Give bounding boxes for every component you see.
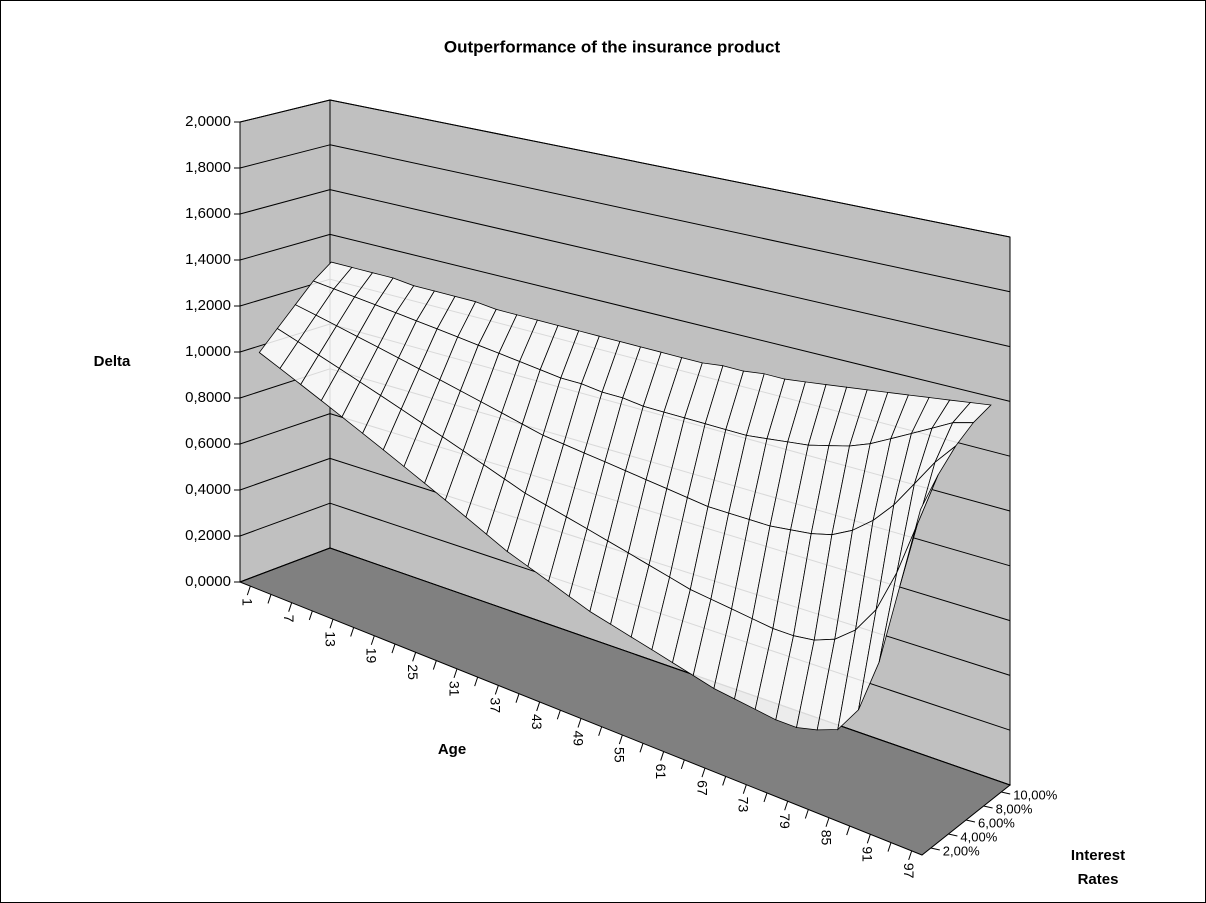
x-tick-label: 67 [694,780,710,796]
z-tick-label: 10,00% [1013,787,1058,802]
x-tick-label: 91 [860,846,876,862]
x-tick [680,759,685,770]
x-axis-label: Age [438,741,466,758]
grid-line [329,233,1011,402]
grid-line [239,99,331,123]
x-tick-label: 13 [322,631,338,647]
x-tick-label: 73 [736,797,752,813]
grid-line [329,189,1011,348]
grid-line [239,413,331,445]
surface-cell [899,474,939,587]
z-tick [983,805,993,809]
x-tick [515,693,520,703]
x-tick-label: 85 [818,830,834,846]
y-tick-label: 0,6000 [185,435,231,452]
x-tick [618,734,623,745]
y-tick-label: 0,0000 [185,573,231,590]
x-tick [660,751,665,761]
x-tick [866,834,871,844]
y-tick-label: 1,2000 [185,297,231,314]
y-tick-label: 1,8000 [185,159,231,176]
x-tick-label: 19 [364,648,380,664]
grid-line [239,547,331,583]
grid-line [329,547,1011,786]
grid-line [239,144,331,169]
z-tick-label: 2,00% [943,843,980,858]
x-tick [825,817,830,827]
y-tick-label: 0,4000 [185,481,231,498]
x-tick [370,635,375,645]
x-tick [598,726,603,736]
x-tick [722,776,727,786]
x-tick [742,784,747,794]
chart-title: Outperformance of the insurance product [444,37,781,56]
z-tick-label: 6,00% [978,815,1015,830]
x-tick-label: 1 [240,598,256,606]
x-tick-label: 37 [488,697,504,713]
y-tick-label: 0,8000 [185,389,231,406]
z-axis-label: Interest [1071,847,1125,864]
grid-line [329,144,1011,293]
x-tick [701,767,706,778]
grid-line [239,457,331,491]
grid-line [239,233,331,261]
z-axis-label: Rates [1078,871,1119,888]
x-tick [432,660,437,670]
x-tick [536,701,541,712]
z-tick [948,833,958,837]
x-tick-label: 49 [570,731,586,747]
x-tick [246,585,251,596]
x-tick [639,743,644,753]
y-tick-label: 1,0000 [185,343,231,360]
x-tick [288,602,293,612]
grid-line [239,502,331,537]
x-tick [453,668,458,679]
z-tick [1001,791,1011,795]
x-tick [329,619,334,629]
x-tick-label: 97 [901,863,917,879]
y-tick-label: 1,4000 [185,251,231,268]
x-tick [887,842,892,852]
x-tick [556,710,561,720]
x-tick [474,676,479,687]
x-tick [908,850,913,861]
x-tick-label: 43 [529,714,545,730]
x-tick [846,825,851,836]
x-tick-label: 7 [281,615,297,623]
z-tick-label: 4,00% [960,829,997,844]
x-tick [763,792,768,803]
x-tick [804,809,809,819]
x-tick [308,610,313,621]
y-tick-label: 0,2000 [185,527,231,544]
x-tick [494,685,499,695]
x-tick-label: 25 [405,664,421,680]
x-tick [412,652,417,662]
z-tick-label: 8,00% [996,801,1033,816]
x-tick-label: 61 [653,764,669,780]
y-tick-label: 2,0000 [185,113,231,130]
z-tick [930,847,940,851]
y-tick-label: 1,6000 [185,205,231,222]
grid-line [239,189,331,215]
x-tick-label: 55 [612,747,628,763]
x-tick [350,627,355,637]
x-tick-label: 31 [446,681,462,697]
x-tick [784,801,789,811]
x-tick [391,643,396,654]
grid-line [329,99,1011,238]
x-tick [577,718,582,728]
x-tick [267,594,272,604]
z-tick [965,819,976,823]
y-axis-label: Delta [94,353,131,370]
x-tick-label: 79 [777,813,793,829]
